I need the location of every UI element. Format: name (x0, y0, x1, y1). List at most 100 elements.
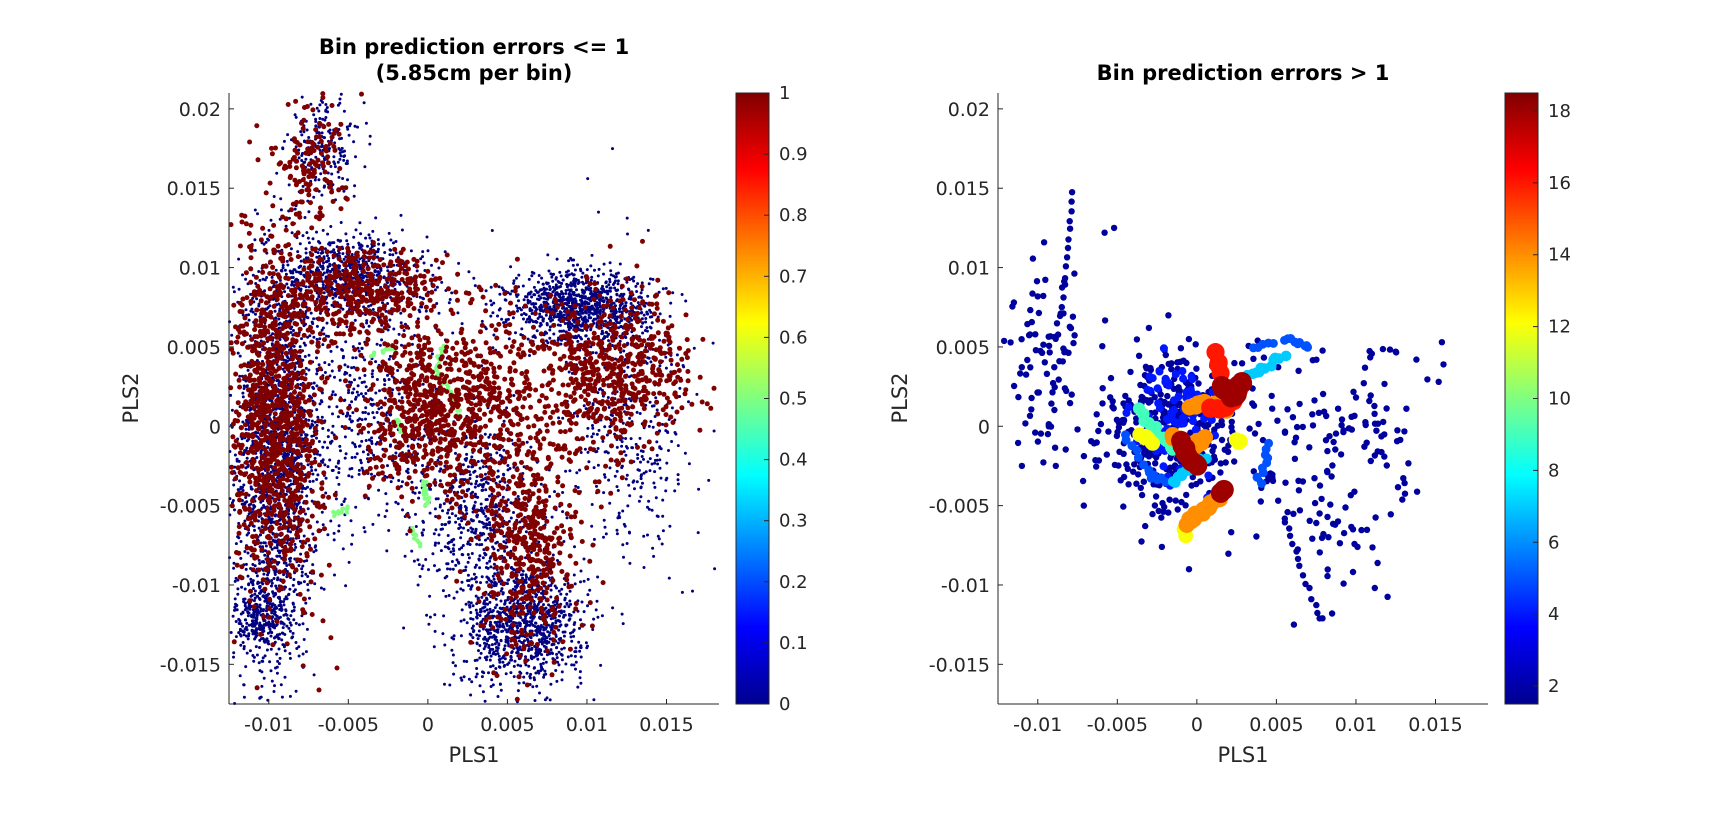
left-data-point (543, 640, 547, 644)
left-data-point (252, 503, 256, 507)
left-data-point (552, 315, 556, 319)
left-data-point (273, 309, 277, 313)
left-data-point (529, 616, 533, 620)
left-data-point (527, 648, 531, 652)
left-data-point (470, 584, 474, 588)
left-data-point (597, 298, 601, 302)
left-data-point (283, 633, 287, 636)
left-data-point (282, 139, 286, 143)
left-data-point (534, 654, 538, 658)
left-data-point (326, 268, 330, 272)
left-data-point (475, 611, 479, 615)
left-data-point (485, 655, 489, 659)
left-data-point (547, 269, 551, 273)
left-data-point (564, 662, 568, 666)
left-data-point (303, 140, 306, 144)
left-data-point (612, 301, 616, 305)
left-data-point (475, 622, 479, 626)
left-data-point (496, 628, 500, 632)
left-data-point (477, 649, 480, 653)
left-data-point (247, 512, 251, 516)
left-data-point (560, 647, 564, 651)
left-data-point (531, 623, 535, 627)
left-data-point (618, 310, 622, 314)
left-data-point (283, 290, 287, 294)
left-data-point (243, 618, 247, 622)
left-data-point (549, 648, 553, 652)
left-data-point (546, 630, 550, 634)
left-data-point (271, 538, 275, 542)
left-data-point (305, 128, 309, 132)
left-data-point (400, 228, 404, 232)
left-data-point (306, 236, 310, 240)
left-data-point (233, 508, 236, 512)
left-data-point (481, 670, 484, 674)
left-data-point (230, 333, 234, 337)
left-data-point (405, 532, 409, 536)
left-data-point (684, 299, 688, 303)
left-data-point (339, 92, 343, 96)
left-data-point (554, 283, 558, 287)
left-data-point (294, 545, 298, 549)
left-data-point (336, 170, 340, 174)
left-data-point (566, 655, 570, 659)
left-data-point (271, 590, 275, 594)
left-data-point (600, 290, 604, 294)
left-data-point (265, 622, 269, 626)
left-data-point (245, 456, 249, 460)
left-data-point (579, 328, 583, 332)
left-data-point (334, 465, 338, 469)
left-data-point (364, 236, 368, 240)
left-data-point (647, 282, 651, 286)
left-data-point (308, 334, 312, 338)
left-data-point (285, 624, 289, 628)
left-data-point (540, 591, 543, 595)
left-data-point (484, 289, 488, 293)
left-data-point (569, 631, 572, 635)
left-data-point (522, 317, 525, 321)
left-data-point (473, 284, 477, 288)
left-data-point (568, 305, 572, 308)
left-data-point (325, 254, 329, 258)
left-data-point (294, 641, 298, 644)
left-data-point (489, 565, 493, 569)
left-data-point (289, 614, 293, 618)
left-data-point (474, 563, 478, 567)
left-data-point (573, 281, 577, 284)
left-data-point (246, 614, 250, 618)
left-data-point (538, 324, 542, 328)
left-data-point (604, 281, 608, 285)
left-data-point (245, 500, 249, 504)
left-data-point (255, 634, 259, 637)
left-data-point (274, 624, 278, 627)
left-data-point (582, 557, 586, 561)
left-data-point (265, 594, 269, 598)
left-data-point (353, 184, 357, 188)
left-data-point (536, 280, 540, 284)
left-data-point (263, 278, 267, 282)
left-data-point (261, 656, 265, 660)
left-data-point (483, 641, 486, 645)
left-data-point (609, 273, 613, 277)
left-data-point (297, 582, 301, 586)
left-data-point (322, 587, 326, 591)
left-data-point (321, 283, 325, 287)
left-data-point (582, 579, 586, 583)
left-data-point (318, 241, 322, 245)
left-data-point (580, 317, 584, 321)
left-data-point (268, 630, 272, 634)
left-data-point (324, 109, 328, 113)
left-data-point (443, 682, 446, 686)
left-data-point (502, 647, 506, 651)
left-data-point (286, 286, 290, 290)
left-data-point (555, 656, 559, 660)
left-data-point (513, 581, 517, 585)
left-data-point (548, 288, 552, 292)
left-data-point (288, 405, 292, 409)
left-data-point (280, 631, 284, 635)
left-data-point (265, 601, 269, 605)
left-data-point (579, 618, 582, 622)
left-data-point (286, 133, 290, 137)
left-data-point (383, 515, 387, 518)
left-data-point (253, 238, 257, 242)
